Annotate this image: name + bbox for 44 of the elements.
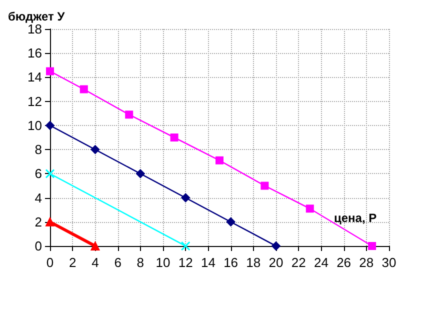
y-tick-label: 16 (28, 46, 42, 61)
point (272, 242, 280, 250)
point (46, 67, 54, 76)
y-tick-label: 2 (34, 214, 42, 230)
point (260, 182, 269, 190)
x-tick-label: 24 (314, 255, 328, 270)
x-tick-label: 14 (200, 255, 216, 270)
x-tick-label: 4 (92, 255, 99, 270)
point (80, 85, 88, 94)
y-tick-label: 10 (28, 118, 42, 133)
x-tick-label: 20 (268, 255, 284, 270)
x-tick-label: 10 (156, 255, 170, 270)
point (368, 242, 376, 250)
y-tick-label: 8 (34, 142, 42, 158)
x-tick-label: 22 (291, 255, 306, 270)
x-tick-label: 6 (114, 255, 122, 270)
point (136, 169, 145, 178)
x-tick-label: 12 (178, 255, 193, 270)
x-tick-label: 0 (46, 255, 54, 270)
y-axis-title: бюджет У (8, 10, 66, 24)
y-tick-label: 14 (28, 70, 42, 85)
point (90, 145, 100, 154)
point (306, 204, 314, 213)
point (170, 134, 178, 142)
point (125, 110, 134, 119)
y-tick-label: 6 (34, 166, 42, 182)
x-tick-label: 28 (359, 255, 374, 270)
x-tick-label: 16 (224, 255, 238, 270)
x-axis-title: цена, P (334, 211, 377, 225)
point (216, 156, 224, 164)
x-tick-label: 18 (246, 255, 261, 270)
y-tick-label: 18 (28, 22, 42, 36)
point (180, 241, 190, 251)
x-tick-label: 2 (68, 255, 76, 270)
y-tick-label: 12 (28, 94, 42, 109)
y-tick-label: 0 (34, 238, 42, 254)
x-tick-label: 30 (382, 255, 396, 270)
point (181, 193, 190, 202)
point (46, 120, 54, 130)
point (226, 217, 236, 226)
x-tick-label: 26 (336, 255, 352, 270)
x-tick-label: 8 (136, 255, 144, 270)
y-tick-label: 4 (34, 190, 42, 206)
point (45, 168, 55, 178)
